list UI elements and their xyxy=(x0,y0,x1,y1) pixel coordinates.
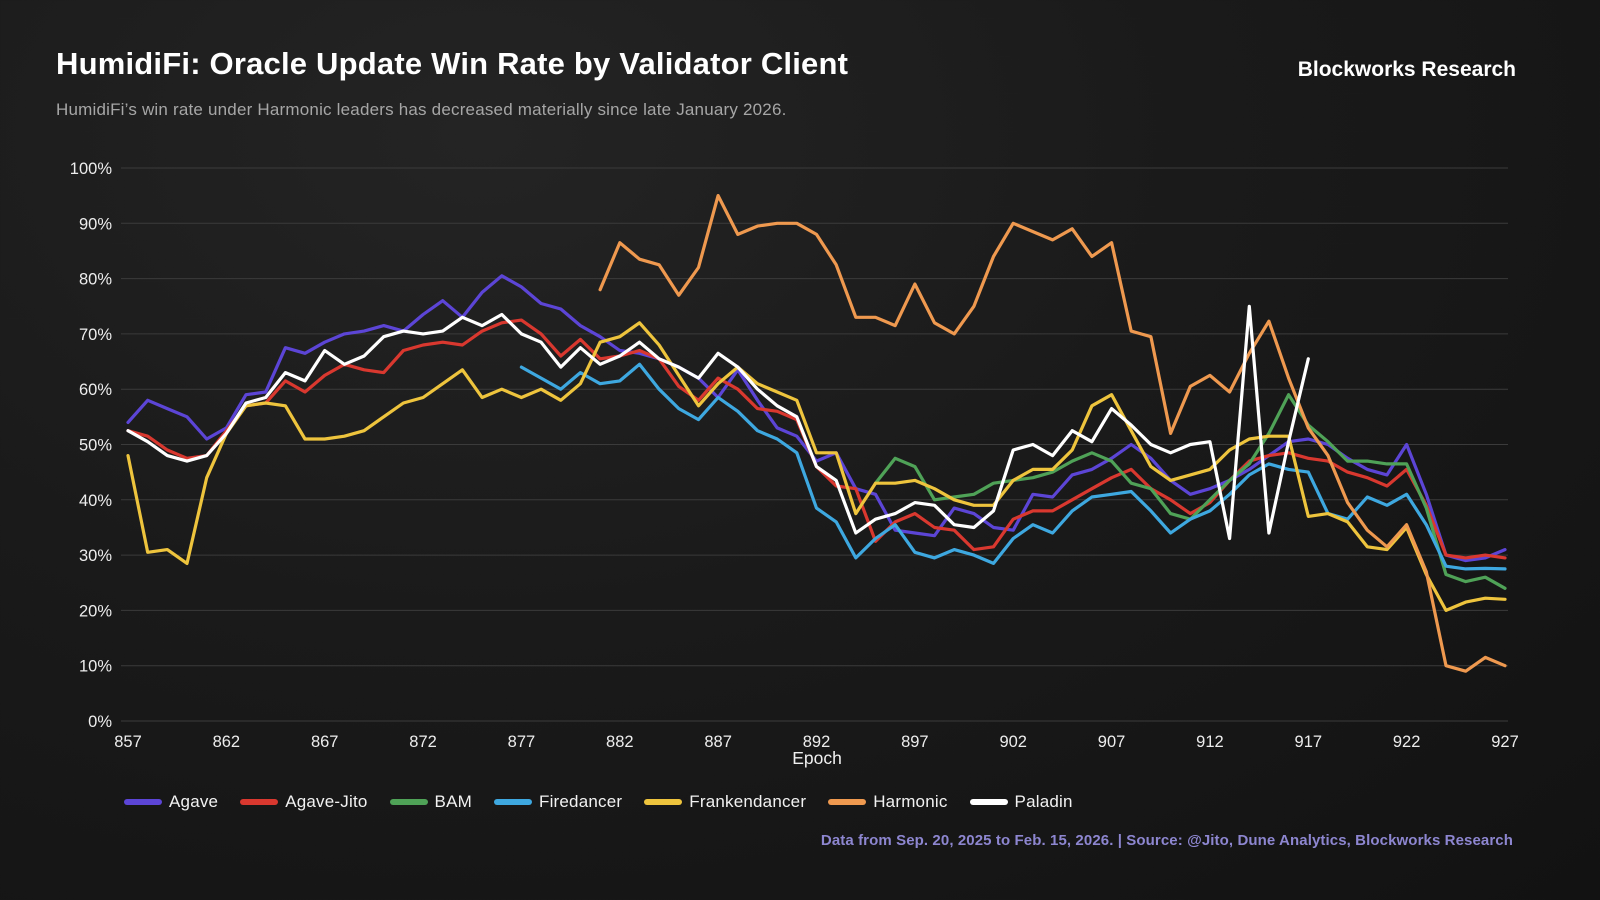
x-axis-label: 857 xyxy=(114,733,142,751)
footer-caption: Data from Sep. 20, 2025 to Feb. 15, 2026… xyxy=(820,832,1513,849)
x-axis-label: 927 xyxy=(1491,733,1519,751)
legend-label: Harmonic xyxy=(873,792,948,811)
chart-subtitle: HumidiFi’s win rate under Harmonic leade… xyxy=(56,100,787,119)
series-line-agave xyxy=(126,274,1507,563)
series-line-firedancer xyxy=(519,362,1507,571)
legend-swatch-icon xyxy=(828,799,867,805)
legend-item-paladin: Paladin xyxy=(969,792,1073,812)
x-axis-label: 882 xyxy=(606,733,634,751)
x-axis-label: 872 xyxy=(409,733,437,751)
series-line-harmonic xyxy=(598,194,1507,673)
x-axis-label: 887 xyxy=(704,733,732,751)
y-axis-label: 80% xyxy=(79,271,112,289)
y-axis-label: 40% xyxy=(79,492,112,510)
x-axis-label: 892 xyxy=(803,733,831,751)
legend-item-agave: Agave xyxy=(124,792,218,812)
legend-swatch-icon xyxy=(240,799,279,805)
legend-swatch-icon xyxy=(644,799,683,805)
legend-label: Firedancer xyxy=(538,792,623,811)
legend-swatch-icon xyxy=(124,799,162,805)
series-line-bam xyxy=(873,393,1507,590)
y-axis-label: 60% xyxy=(79,381,112,399)
legend-label: BAM xyxy=(434,792,472,811)
y-axis-label: 90% xyxy=(79,215,112,233)
series-line-paladin xyxy=(126,304,1310,541)
legend-label: Agave-Jito xyxy=(285,792,368,811)
y-axis-label: 0% xyxy=(88,713,112,731)
x-axis-label: 912 xyxy=(1196,733,1224,751)
legend-swatch-icon xyxy=(493,799,532,805)
x-axis-label: 897 xyxy=(901,733,929,751)
x-axis-label: 902 xyxy=(999,733,1027,751)
y-axis-label: 10% xyxy=(79,658,112,676)
legend-item-harmonic: Harmonic xyxy=(828,792,947,812)
chart-title: HumidiFi: Oracle Update Win Rate by Vali… xyxy=(56,46,849,81)
x-axis-label: 867 xyxy=(311,733,339,751)
x-axis-label: 862 xyxy=(213,733,241,751)
legend-label: Frankendancer xyxy=(689,792,807,811)
legend-label: Agave xyxy=(169,792,219,811)
brand-logo-text: Blockworks Research xyxy=(1297,58,1516,81)
x-axis-title: Epoch xyxy=(792,748,842,768)
x-axis-label: 907 xyxy=(1098,733,1126,751)
y-axis-label: 30% xyxy=(79,547,112,565)
legend-label: Paladin xyxy=(1014,792,1073,811)
legend-swatch-icon xyxy=(389,799,428,805)
y-axis-label: 100% xyxy=(70,160,113,178)
x-axis-label: 917 xyxy=(1295,733,1323,751)
legend-item-agave-jito: Agave-Jito xyxy=(240,792,367,812)
x-axis-label: 922 xyxy=(1393,733,1421,751)
legend-swatch-icon xyxy=(969,799,1008,805)
y-axis-label: 20% xyxy=(79,602,112,620)
legend: Agave Agave-Jito BAM Firedancer Frankendance… xyxy=(124,792,1073,812)
series-line-frankendancer xyxy=(126,321,1507,613)
legend-item-bam: BAM xyxy=(389,792,472,812)
y-axis-label: 50% xyxy=(79,437,112,455)
x-axis-label: 877 xyxy=(508,733,536,751)
legend-item-firedancer: Firedancer xyxy=(493,792,623,812)
legend-item-frankendancer: Frankendancer xyxy=(644,792,806,812)
y-axis-label: 70% xyxy=(79,326,112,344)
